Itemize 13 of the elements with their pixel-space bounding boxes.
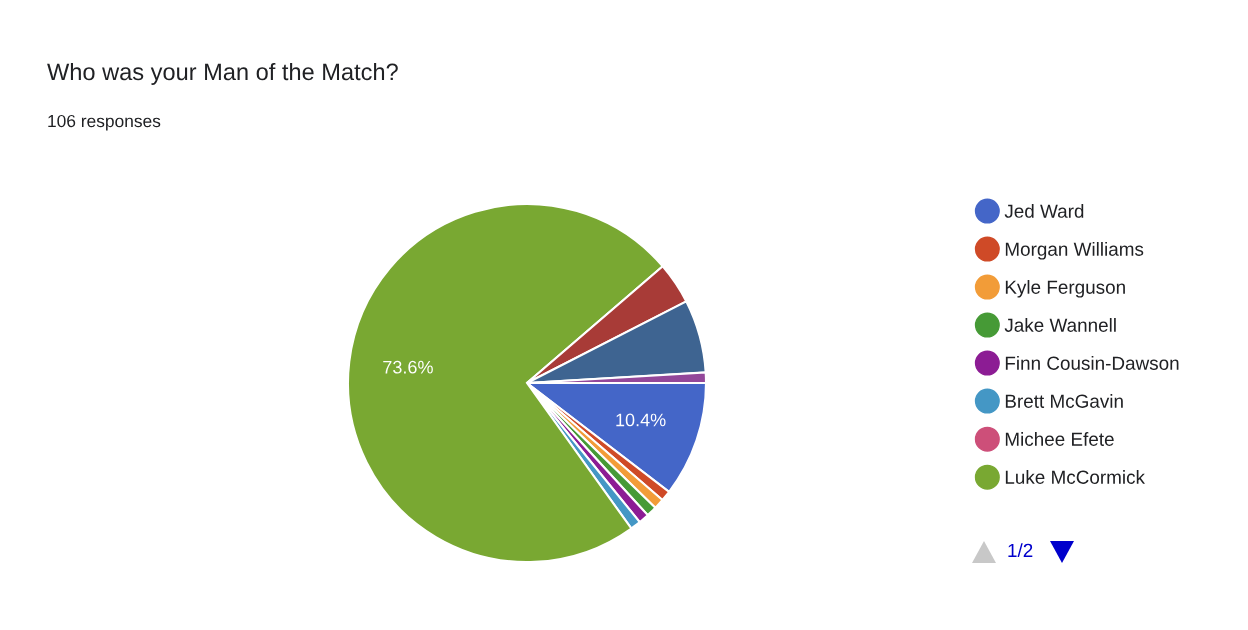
legend-label: Morgan Williams xyxy=(1005,242,1144,260)
legend-label: Michee Efete xyxy=(1005,432,1114,446)
text: 1/2 xyxy=(1008,543,1033,558)
legend-label: Luke McCormick xyxy=(1005,470,1145,484)
legend-label: Jake Wannell xyxy=(1004,318,1116,332)
data-label: 10.4% xyxy=(616,413,666,427)
legend-label: Jed Ward xyxy=(1004,204,1084,218)
data-label: 73.6% xyxy=(383,360,433,374)
legend-label: Brett McGavin xyxy=(1005,394,1123,408)
legend-label: Finn Cousin-Dawson xyxy=(1005,356,1179,370)
text: 106 responses xyxy=(48,114,161,131)
chart-title: Who was your Man of the Match? xyxy=(47,62,398,85)
legend-label: Kyle Ferguson xyxy=(1005,280,1125,298)
